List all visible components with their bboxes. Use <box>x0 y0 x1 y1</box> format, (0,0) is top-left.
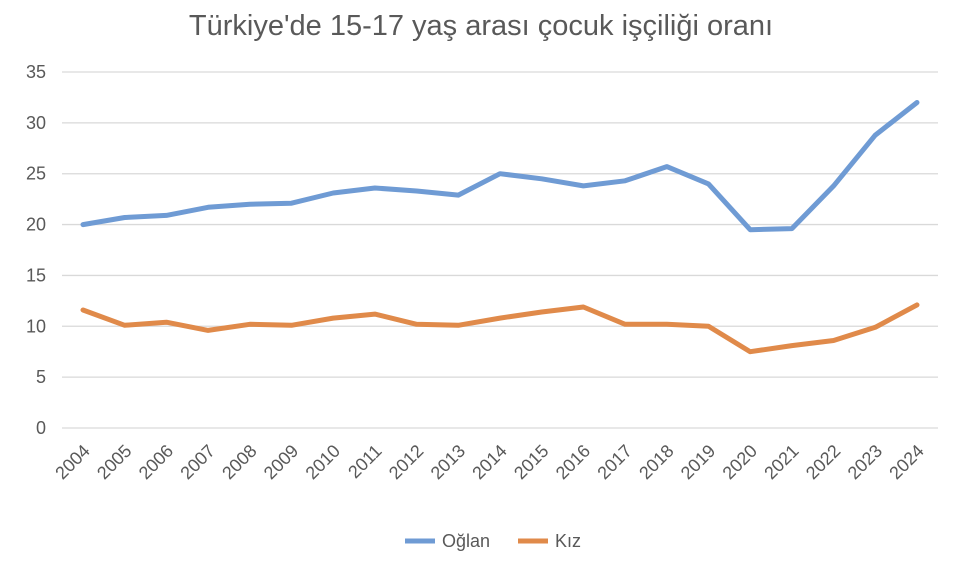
y-tick-label: 25 <box>26 164 46 184</box>
legend-label-1: Oğlan <box>442 531 490 551</box>
y-tick-label: 15 <box>26 265 46 285</box>
series-line-1 <box>80 100 920 233</box>
y-tick-label: 10 <box>26 316 46 336</box>
y-tick-label: 20 <box>26 215 46 235</box>
legend: Oğlan Kız <box>405 531 581 551</box>
y-tick-label: 0 <box>36 418 46 438</box>
legend-label-2: Kız <box>555 531 581 551</box>
y-tick-label: 30 <box>26 113 46 133</box>
series-line-2 <box>80 302 920 355</box>
chart-title: Türkiye'de 15-17 yaş arası çocuk işçiliğ… <box>189 10 773 42</box>
y-tick-label: 35 <box>26 62 46 82</box>
y-tick-label: 5 <box>36 367 46 387</box>
y-axis-ticks: 0 5 10 15 20 25 30 35 <box>26 62 46 438</box>
series-lines <box>80 100 920 355</box>
